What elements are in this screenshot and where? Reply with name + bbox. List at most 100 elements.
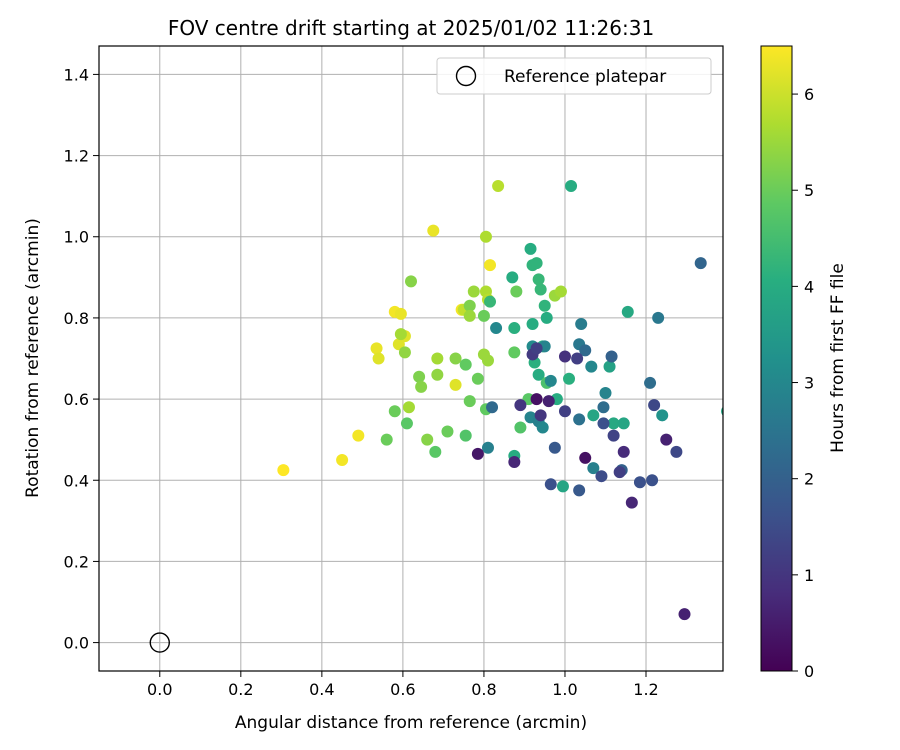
data-point [532, 368, 545, 381]
data-point [413, 370, 426, 383]
data-point [336, 453, 349, 466]
legend-marker [455, 65, 477, 87]
data-point [530, 342, 543, 355]
data-point [402, 401, 415, 414]
data-point [573, 413, 586, 426]
data-point [607, 417, 620, 430]
colorbar-tick-label: 1 [804, 566, 814, 585]
data-point [544, 478, 557, 491]
x-axis-ticks: 0.0 0.2 0.4 0.6 0.8 1.0 1.2 [147, 671, 659, 699]
data-point [463, 395, 476, 408]
colorbar-tick-label: 4 [804, 277, 814, 296]
data-point [471, 372, 484, 385]
data-point [463, 309, 476, 322]
data-point [644, 376, 657, 389]
y-tick-label: 1.4 [64, 65, 89, 84]
data-point [481, 441, 494, 454]
data-point [421, 433, 434, 446]
data-point [449, 378, 462, 391]
data-point [670, 445, 683, 458]
x-tick-label: 0.2 [228, 680, 253, 699]
y-tick-label: 0.0 [64, 634, 89, 653]
data-point [565, 180, 578, 193]
data-point [587, 409, 600, 422]
data-point [370, 342, 383, 355]
x-tick-label: 1.0 [552, 680, 577, 699]
data-point [427, 224, 440, 237]
data-point [415, 380, 428, 393]
plot-frame [98, 45, 724, 672]
data-point [477, 309, 490, 322]
data-point [617, 417, 630, 430]
data-point [490, 322, 503, 335]
data-point [597, 417, 610, 430]
data-point [479, 230, 492, 243]
data-point [514, 399, 527, 412]
data-point [431, 368, 444, 381]
data-point [372, 352, 385, 365]
data-point [441, 425, 454, 438]
data-point [579, 344, 592, 357]
data-point [621, 305, 634, 318]
data-point [540, 311, 553, 324]
data-point [530, 257, 543, 270]
data-point [579, 451, 592, 464]
data-point [463, 299, 476, 312]
data-point [587, 462, 600, 475]
data-point [538, 299, 551, 312]
data-point [542, 395, 555, 408]
data-point [524, 242, 537, 255]
x-tick-label: 0.0 [147, 680, 172, 699]
data-point [607, 429, 620, 442]
data-point [508, 322, 521, 335]
data-point [277, 464, 290, 477]
data-point [352, 429, 365, 442]
legend-entry-reference-platepar: Reference platepar [504, 67, 666, 87]
data-point [556, 480, 569, 493]
data-point [526, 318, 539, 331]
data-point [625, 496, 638, 509]
data-point [484, 259, 497, 272]
y-axis-label: Rotation from reference (arcmin) [23, 218, 43, 498]
data-point [449, 352, 462, 365]
y-tick-label: 0.8 [64, 309, 89, 328]
data-point [613, 466, 626, 479]
data-point [400, 417, 413, 430]
data-point [508, 455, 521, 468]
data-point [558, 350, 571, 363]
data-point [506, 271, 519, 284]
chart-title: FOV centre drift starting at 2025/01/02 … [168, 16, 654, 40]
data-point [605, 350, 618, 363]
data-point [660, 433, 673, 446]
data-point [459, 429, 472, 442]
data-point [558, 405, 571, 418]
reference-platepar-marker [149, 632, 170, 653]
x-tick-label: 0.8 [471, 680, 496, 699]
data-point [380, 433, 393, 446]
legend-box [436, 57, 712, 95]
colorbar-ticks: 0 1 2 3 4 5 6 [792, 85, 814, 681]
data-point [554, 285, 567, 298]
data-point [694, 257, 707, 270]
data-point [481, 354, 494, 367]
data-point [486, 401, 499, 414]
data-point [534, 409, 547, 422]
data-point [534, 283, 547, 296]
data-point [530, 393, 543, 406]
data-point [603, 360, 616, 373]
data-point [394, 328, 407, 341]
data-point [656, 409, 669, 422]
data-point [492, 180, 505, 193]
data-point [471, 447, 484, 460]
y-tick-label: 1.0 [64, 228, 89, 247]
colorbar-label: Hours from first FF file [828, 263, 848, 453]
y-tick-label: 0.4 [64, 471, 89, 490]
data-point [573, 484, 586, 497]
data-point [544, 374, 557, 387]
legend: Reference platepar [436, 57, 712, 95]
x-tick-label: 0.4 [309, 680, 334, 699]
colorbar-tick-label: 3 [804, 374, 814, 393]
colorbar-tick-label: 2 [804, 470, 814, 489]
data-point [514, 421, 527, 434]
